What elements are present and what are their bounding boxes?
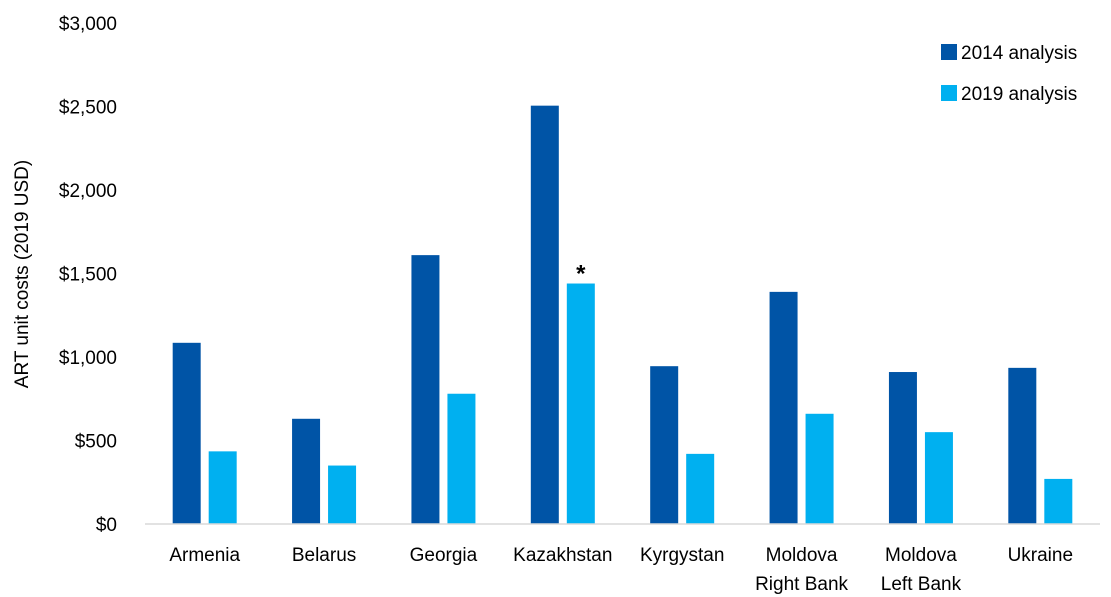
- bar-2014-4: [650, 366, 679, 524]
- x-category-label-line: Right Bank: [755, 574, 848, 595]
- y-tick-label: $0: [96, 515, 117, 536]
- x-category-label-line: Kyrgystan: [640, 545, 724, 566]
- bar-2019-2: [447, 393, 476, 524]
- x-axis-labels: Armenia Belarus Georgia Kazakhstan Kyrgystan…: [169, 545, 1073, 595]
- legend-swatch: [941, 44, 957, 60]
- bar-2014-6: [888, 372, 917, 524]
- x-category-label: Moldova Left Bank: [881, 545, 962, 595]
- bar-2014-5: [769, 291, 798, 524]
- x-category-label: Kyrgystan: [640, 545, 724, 566]
- legend-label: 2014 analysis: [961, 43, 1077, 64]
- y-tick-label: $2,500: [59, 98, 117, 119]
- y-axis-label: ART unit costs (2019 USD): [12, 160, 33, 388]
- y-tick-label: $1,000: [59, 348, 117, 369]
- bar-2014-0: [172, 342, 201, 524]
- bar-2019-3: [566, 283, 595, 524]
- x-category-label: Ukraine: [1008, 545, 1073, 566]
- y-tick-label: $2,000: [59, 181, 117, 202]
- x-category-label-line: Ukraine: [1008, 545, 1073, 566]
- bar-2014-2: [411, 255, 440, 524]
- y-tick-label: $3,000: [59, 14, 117, 35]
- x-category-label-line: Armenia: [169, 545, 240, 566]
- x-category-label: Georgia: [410, 545, 478, 566]
- x-category-label-line: Left Bank: [881, 574, 962, 595]
- bars: [172, 105, 1073, 524]
- bar-2019-4: [686, 453, 715, 524]
- bar-2019-0: [208, 451, 237, 524]
- bar-2014-7: [1008, 367, 1037, 524]
- bar-2019-7: [1044, 478, 1073, 524]
- x-category-label-line: Moldova: [766, 545, 838, 566]
- x-category-label: Kazakhstan: [513, 545, 612, 566]
- x-category-label: Moldova Right Bank: [755, 545, 848, 595]
- x-category-label: Belarus: [292, 545, 356, 566]
- bar-2014-3: [530, 105, 559, 524]
- bar-2019-5: [805, 413, 834, 524]
- bar-2019-6: [924, 432, 953, 524]
- x-category-label-line: Georgia: [410, 545, 478, 566]
- y-tick-label: $1,500: [59, 265, 117, 286]
- annotations: *: [576, 261, 586, 288]
- legend-label: 2019 analysis: [961, 84, 1077, 105]
- legend-swatch: [941, 85, 957, 101]
- bar-2014-1: [292, 418, 321, 524]
- x-category-label-line: Kazakhstan: [513, 545, 612, 566]
- legend: 2014 analysis 2019 analysis: [941, 43, 1077, 105]
- x-category-label-line: Moldova: [885, 545, 957, 566]
- y-axis: $0 $500 $1,000 $1,500 $2,000 $2,500 $3,000: [59, 14, 117, 536]
- x-category-label-line: Belarus: [292, 545, 356, 566]
- x-category-label: Armenia: [169, 545, 240, 566]
- asterisk-annotation: *: [576, 261, 586, 288]
- y-tick-label: $500: [75, 432, 117, 453]
- bar-2019-1: [328, 465, 357, 524]
